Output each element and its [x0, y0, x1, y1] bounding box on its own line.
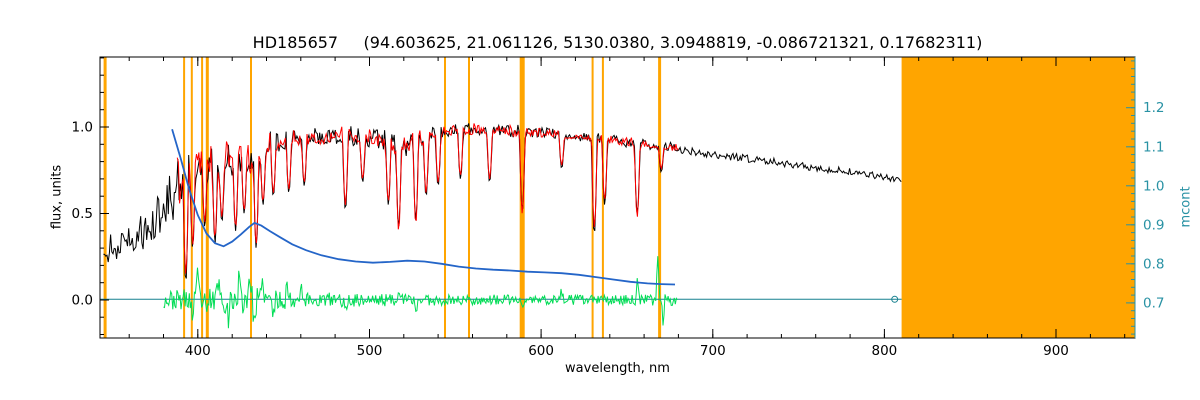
svg-text:600: 600 [528, 343, 554, 359]
svg-text:0.0: 0.0 [72, 293, 93, 309]
svg-text:500: 500 [357, 343, 383, 359]
masked-region [901, 57, 1135, 338]
svg-text:1.0: 1.0 [1143, 178, 1164, 194]
flux-axis-ticks [100, 57, 109, 335]
svg-text:800: 800 [872, 343, 898, 359]
svg-text:0.5: 0.5 [72, 206, 93, 222]
residual-spectrum [163, 256, 678, 329]
x-tick-labels: 400 500 600 700 800 900 [185, 343, 1069, 359]
svg-text:700: 700 [700, 343, 726, 359]
svg-text:0.7: 0.7 [1143, 295, 1164, 311]
baseline-marker [891, 295, 899, 303]
svg-text:0.8: 0.8 [1143, 256, 1164, 272]
mcont-curve [171, 128, 676, 286]
svg-text:400: 400 [185, 343, 211, 359]
svg-text:1.2: 1.2 [1143, 100, 1164, 116]
svg-text:1.0: 1.0 [72, 120, 93, 136]
svg-text:0.9: 0.9 [1143, 217, 1164, 233]
x-axis-label: wavelength, nm [565, 361, 670, 376]
svg-text:900: 900 [1043, 343, 1069, 359]
flux-tick-labels: 0.0 0.5 1.0 [72, 120, 93, 309]
mcont-axis-ticks [1126, 60, 1135, 335]
x-axis-ticks [128, 57, 1126, 338]
model-spectrum [176, 123, 679, 274]
mcont-tick-labels: 0.7 0.8 0.9 1.0 1.1 1.2 [1143, 100, 1164, 311]
svg-text:1.1: 1.1 [1143, 139, 1164, 155]
chart-title: HD185657 (94.603625, 21.061126, 5130.038… [252, 33, 983, 52]
